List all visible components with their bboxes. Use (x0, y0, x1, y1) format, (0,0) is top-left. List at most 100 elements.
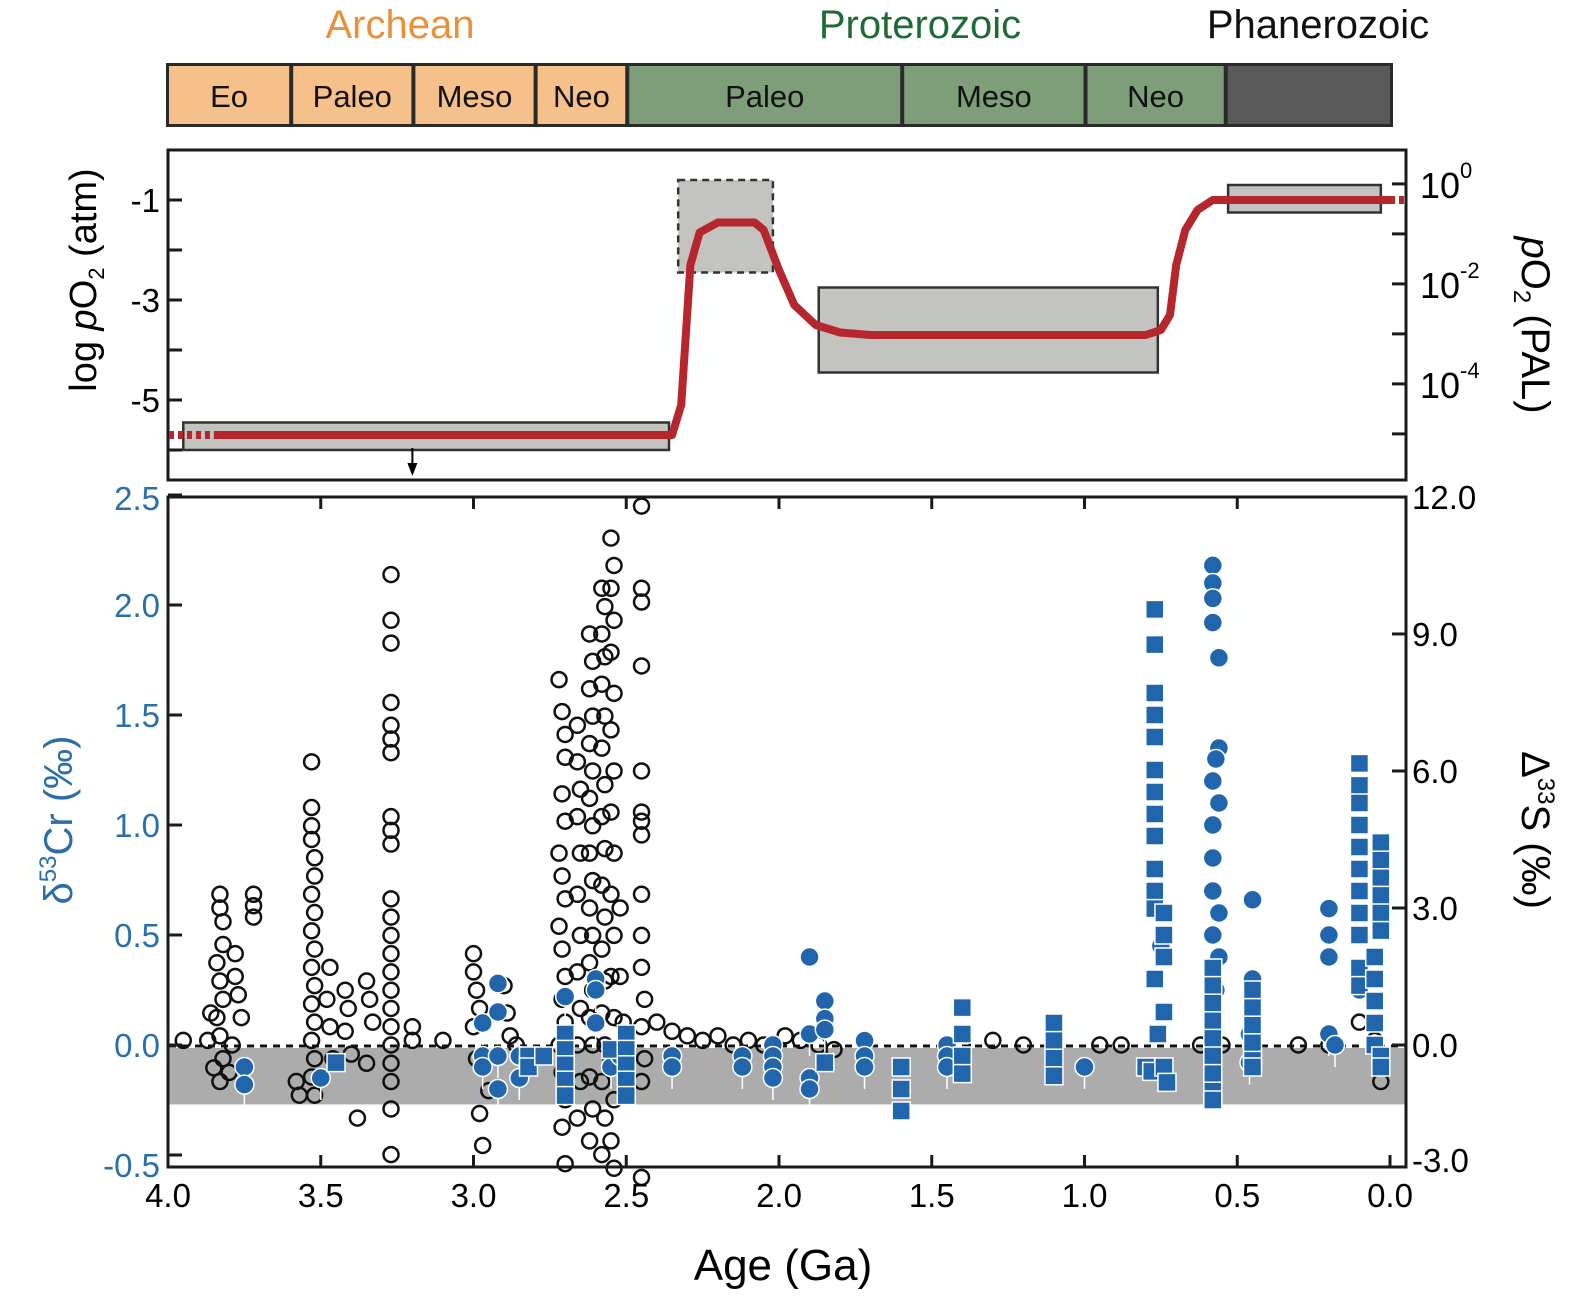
s-isotope-point (648, 1013, 666, 1031)
s-isotope-point (663, 1022, 681, 1041)
isotope-panel: 4.0 3.5 3.0 2.5 2.0 1.5 1.0 0.5 0.0 Age (Ga) 2.5 2.… (35, 479, 1559, 1290)
geologic-timescale: Archean Proterozoic Phanerozoic Eo Paleo Meso… (166, 3, 1429, 127)
cr-circle-point (234, 1074, 255, 1095)
cr-square-point (1145, 727, 1165, 747)
era-box (169, 66, 290, 124)
s-isotope-point (635, 1049, 654, 1068)
y-tick-label: 1.0 (114, 807, 160, 844)
constraint-box (817, 286, 1160, 374)
s-isotope-point (382, 821, 400, 840)
cr-square-point (952, 1063, 973, 1084)
cr-square-point (534, 1046, 554, 1066)
s-isotope-point (583, 871, 602, 890)
s-isotope-point (553, 1118, 571, 1136)
eon-label-archean: Archean (326, 3, 475, 47)
y-tick-label: 0.5 (114, 917, 160, 954)
cr-square-point (1364, 947, 1385, 967)
s-isotope-point (596, 908, 614, 926)
cr-square-point (891, 1101, 911, 1121)
s-isotope-point (382, 944, 400, 963)
s-isotope-point (593, 1072, 611, 1091)
y-tick-label-right: 100 (1420, 158, 1472, 206)
cr-square-point (1203, 975, 1223, 996)
x-tick-label: 2.5 (603, 1177, 649, 1214)
y-tick-label: 2.0 (114, 587, 160, 624)
s-isotope-point (208, 1008, 226, 1027)
s-isotope-point (571, 844, 590, 862)
s-isotope-point (602, 579, 620, 598)
label-part: -4 (1460, 358, 1480, 383)
s-isotope-point (709, 1027, 727, 1045)
cr-circle-point (814, 990, 836, 1012)
era-label: Paleo (725, 79, 804, 114)
y-axis-title-right: Δ33S (‰) (1513, 751, 1559, 909)
cr-square-point (952, 1046, 973, 1066)
era-box (415, 66, 534, 124)
y-tick-label-right: 6.0 (1412, 753, 1458, 790)
s-isotope-point (336, 1022, 354, 1041)
s-isotope-point (632, 762, 651, 780)
s-isotope-point (593, 739, 611, 757)
cr-square-point (1154, 925, 1174, 945)
s-isotope-point (290, 1086, 309, 1104)
s-isotope-point (403, 1017, 422, 1036)
s-isotope-point (596, 1109, 614, 1127)
s-isotope-point (602, 721, 620, 739)
label-part: log (63, 330, 105, 391)
cr-square-point (1349, 903, 1370, 923)
eon-label-phanerozoic: Phanerozoic (1207, 3, 1429, 47)
s-isotope-point (382, 565, 400, 584)
s-isotope-point (382, 835, 400, 853)
era-label: Neo (1127, 79, 1184, 114)
cr-circle-point (799, 946, 820, 968)
s-isotope-point (605, 1008, 623, 1027)
s-isotope-point (382, 963, 400, 981)
lower-plot-frame (166, 495, 1408, 1169)
cr-circle-point (1324, 1034, 1346, 1056)
cr-circle-point (310, 1067, 331, 1089)
s-isotope-point (302, 922, 321, 940)
cr-square-point (1145, 969, 1165, 989)
cr-square-point (1203, 1090, 1223, 1110)
label-part: -2 (1460, 258, 1480, 283)
s-isotope-point (580, 625, 599, 643)
s-isotope-point (382, 981, 400, 999)
cr-square-point (1145, 804, 1165, 824)
s-isotope-point (336, 981, 354, 999)
s-isotope-point (302, 995, 321, 1013)
cr-square-point (1371, 850, 1391, 870)
s-isotope-point (632, 579, 651, 598)
cr-square-point (1349, 815, 1370, 835)
y-axis-title-right: pO2 (PAL) (1508, 235, 1557, 413)
cr-circle-point (1202, 847, 1224, 869)
label-part: Δ (1513, 751, 1557, 778)
x-tick-label: 0.5 (1214, 1177, 1260, 1214)
y-tick-label: 1.5 (114, 697, 160, 734)
label-part: (atm) (63, 168, 105, 267)
cr-circle-point (487, 1045, 509, 1067)
label-part: 10 (1420, 165, 1460, 206)
s-isotope-point (382, 1017, 400, 1036)
cr-square-point (1203, 958, 1223, 978)
s-isotope-point (470, 1104, 489, 1123)
cr-circle-point (854, 1056, 875, 1078)
s-isotope-point (984, 1031, 1002, 1050)
s-isotope-point (382, 730, 400, 748)
cr-square-point (1349, 775, 1370, 796)
s-isotope-point (357, 1054, 376, 1073)
cr-square-point (1349, 859, 1370, 879)
s-isotope-point (305, 903, 324, 922)
s-isotope-point (382, 926, 400, 945)
arrow-head-icon (407, 463, 418, 476)
label-part: O (63, 280, 105, 310)
s-isotope-point (678, 1027, 697, 1045)
s-isotope-point (382, 999, 400, 1018)
y-tick-label-right: 0.0 (1412, 1027, 1458, 1064)
s-isotope-point (602, 885, 620, 904)
cr-circle-point (1202, 924, 1224, 946)
cr-square-point (518, 1057, 539, 1077)
oxygen-curve (213, 196, 1390, 439)
cr-square-point (952, 997, 973, 1018)
cr-circle-point (487, 973, 509, 994)
